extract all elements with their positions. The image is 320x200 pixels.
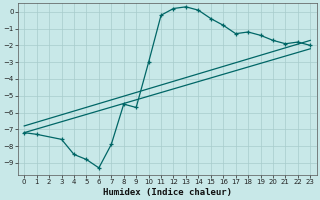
X-axis label: Humidex (Indice chaleur): Humidex (Indice chaleur) bbox=[103, 188, 232, 197]
